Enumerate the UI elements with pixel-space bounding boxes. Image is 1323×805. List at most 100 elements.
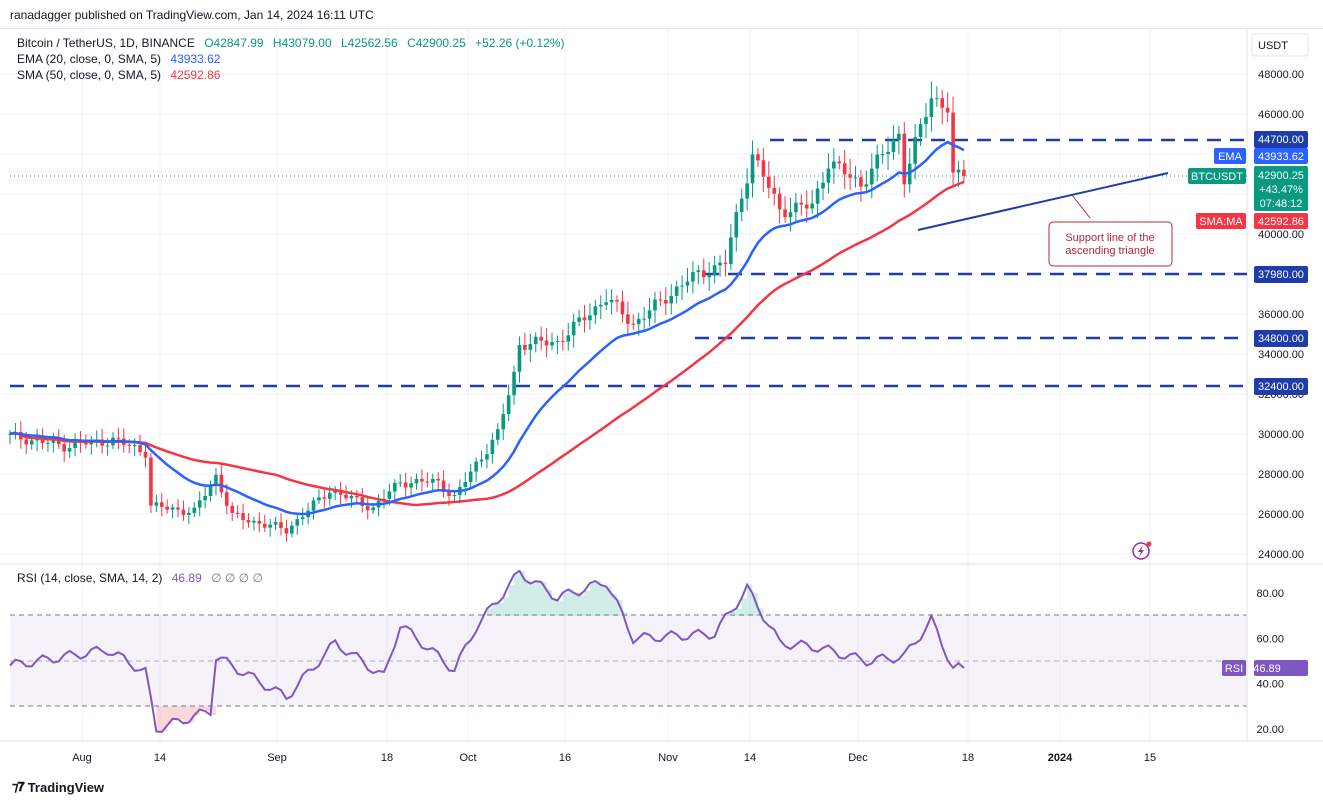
candle xyxy=(67,443,72,459)
tag-ema: EMA 43933.62 xyxy=(1214,148,1308,164)
publisher-line: ranadagger published on TradingView.com,… xyxy=(10,8,374,22)
candle xyxy=(794,192,798,223)
alert-bolt-icon[interactable] xyxy=(1132,541,1152,560)
svg-text:07:48:12: 07:48:12 xyxy=(1260,198,1303,210)
candle xyxy=(826,153,831,194)
legend-sma-label: SMA (50, close, 0, SMA, 5) xyxy=(17,68,162,82)
candle xyxy=(653,291,657,324)
annotation-line-2: ascending triangle xyxy=(1065,245,1154,257)
candle xyxy=(355,489,359,505)
candle xyxy=(875,144,879,182)
ema-line xyxy=(9,140,965,516)
candle xyxy=(452,491,457,502)
candle xyxy=(598,295,603,320)
tag-sma: SMA:MA 42592.86 xyxy=(1196,213,1308,229)
rsi-oversold-fill xyxy=(156,706,216,732)
candle xyxy=(918,118,923,147)
time-tick-label: 14 xyxy=(154,752,166,764)
svg-text:BTCUSDT: BTCUSDT xyxy=(1191,171,1243,183)
candle xyxy=(89,436,94,455)
candle xyxy=(170,503,175,519)
candle xyxy=(214,467,218,496)
candle xyxy=(382,489,386,509)
candle xyxy=(338,481,343,505)
candle xyxy=(257,512,262,532)
candle xyxy=(907,148,912,193)
candle xyxy=(832,148,836,184)
candle xyxy=(268,518,272,537)
candle xyxy=(604,289,608,310)
candle xyxy=(116,427,121,449)
candle xyxy=(420,469,424,492)
candle xyxy=(414,473,419,490)
candle xyxy=(273,516,278,531)
rsi-tick-label: 80.00 xyxy=(1256,588,1284,600)
candle xyxy=(149,453,153,513)
candle xyxy=(365,497,370,520)
svg-text:+43.47%: +43.47% xyxy=(1259,184,1303,196)
candle xyxy=(588,303,592,330)
time-tick-label: Aug xyxy=(72,752,92,764)
candle xyxy=(425,472,430,488)
candle xyxy=(674,280,679,304)
candle xyxy=(788,197,793,232)
candle xyxy=(935,86,939,107)
candle xyxy=(235,505,240,519)
candle xyxy=(566,323,571,351)
annotation-line-1: Support line of the xyxy=(1065,232,1154,244)
svg-text:46.89: 46.89 xyxy=(1253,663,1281,675)
svg-text:34800.00: 34800.00 xyxy=(1258,333,1304,345)
candle xyxy=(886,136,890,170)
candle xyxy=(176,499,180,518)
candle xyxy=(712,255,717,284)
svg-text:42592.86: 42592.86 xyxy=(1258,216,1304,228)
chart-canvas[interactable]: Support line of the ascending triangle U… xyxy=(0,28,1323,769)
candle xyxy=(496,423,500,445)
rsi-tick-label: 60.00 xyxy=(1256,633,1284,645)
candle xyxy=(192,502,197,518)
tag-rsi: RSI 46.89 xyxy=(1222,660,1308,676)
svg-text:SMA:MA: SMA:MA xyxy=(1199,216,1243,228)
candle xyxy=(853,165,858,188)
support-trendline xyxy=(917,172,1169,231)
candle xyxy=(924,103,928,139)
candle xyxy=(219,464,224,498)
candle xyxy=(701,258,706,285)
brand-name: TradingView xyxy=(27,779,105,795)
candle xyxy=(593,300,598,325)
candle xyxy=(485,443,489,469)
tradingview-brand[interactable]: ⁊𝟕 TradingView xyxy=(12,779,104,795)
candle xyxy=(804,190,809,223)
legend-symbol: Bitcoin / TetherUS, 1D, BINANCE xyxy=(17,36,195,50)
annotation-box xyxy=(1048,221,1173,267)
legend-ema-row: EMA (20, close, 0, SMA, 5) 43933.62 xyxy=(17,52,220,66)
candle xyxy=(490,432,495,464)
candle xyxy=(696,265,701,285)
candle xyxy=(859,170,863,202)
legend-ema-label: EMA (20, close, 0, SMA, 5) xyxy=(17,52,162,66)
time-tick-label: Dec xyxy=(848,752,868,764)
candle xyxy=(799,194,804,216)
candle xyxy=(197,491,202,517)
rsi-line xyxy=(9,569,965,734)
candle xyxy=(723,249,728,277)
time-tick-label: Sep xyxy=(267,752,287,764)
legend-low: L42562.56 xyxy=(340,36,398,50)
legend-rsi-value: 46.89 xyxy=(171,571,202,585)
candle xyxy=(181,500,186,521)
candle xyxy=(409,476,413,496)
time-tick-label: 2024 xyxy=(1048,752,1073,764)
candle xyxy=(626,301,630,337)
price-tick-label: 48000.00 xyxy=(1258,69,1304,81)
candle xyxy=(203,487,207,509)
candle xyxy=(658,291,663,307)
candle xyxy=(707,261,711,291)
candle xyxy=(138,434,142,456)
candle xyxy=(468,463,473,488)
candle xyxy=(262,514,267,533)
candle xyxy=(777,187,782,224)
candle xyxy=(582,304,587,333)
candle xyxy=(143,442,148,468)
svg-text:RSI: RSI xyxy=(1225,663,1243,675)
candle xyxy=(512,365,516,405)
